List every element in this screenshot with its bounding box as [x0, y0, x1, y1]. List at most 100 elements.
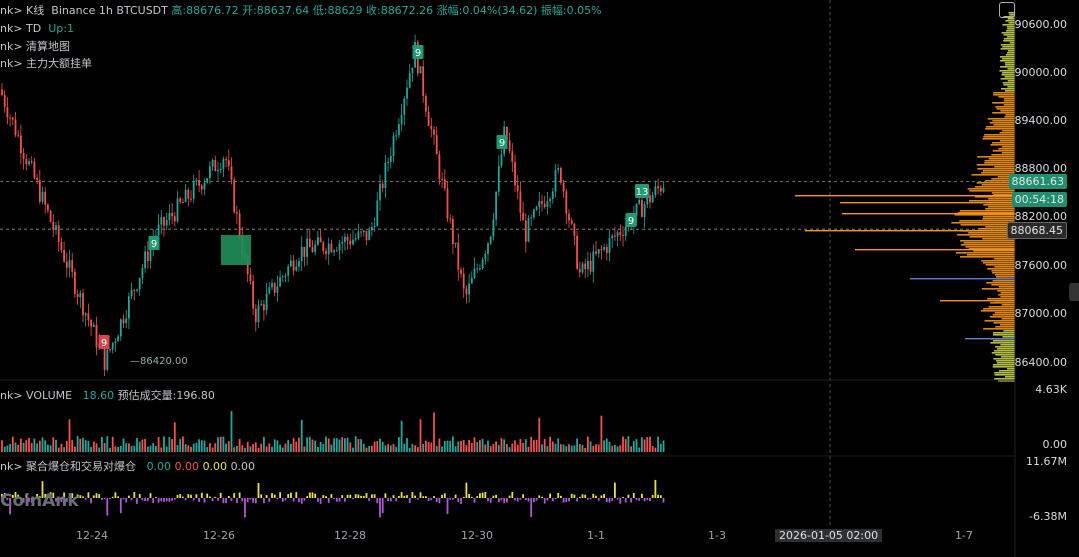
- volume-bar: [1, 440, 3, 452]
- volume-profile-bar: [1005, 64, 1015, 66]
- td-marker-box: [625, 213, 637, 227]
- liq-panel-header[interactable]: nk> 聚合爆仓和交易对爆仓 0.00 0.00 0.00 0.00: [0, 460, 255, 474]
- price-tick: 87600.00: [1014, 259, 1068, 272]
- candle-body: [114, 341, 117, 343]
- candle-body: [225, 159, 227, 161]
- candle-body: [365, 230, 368, 241]
- volume-profile-bar: [1000, 140, 1015, 142]
- candle-body: [406, 87, 408, 99]
- liquidation-bar: [141, 498, 144, 501]
- volume-profile-bar: [997, 290, 1015, 292]
- side-panel-toggle[interactable]: [1069, 283, 1079, 301]
- candle-body: [82, 293, 84, 316]
- candle-body: [489, 236, 492, 244]
- volume-axis-top: 4.63K: [1035, 383, 1067, 396]
- candle-body: [338, 243, 341, 251]
- candle-body: [479, 268, 481, 270]
- candle-body: [614, 235, 616, 237]
- volume-profile-bar: [982, 262, 1015, 264]
- liq-axis-top: 11.67M: [1026, 455, 1067, 468]
- volume-profile-bar: [1003, 330, 1015, 332]
- volume-bar: [497, 445, 500, 452]
- volume-bar: [452, 436, 454, 452]
- candle-body: [303, 246, 306, 257]
- liquidation-bar: [144, 498, 146, 502]
- indicator-liq-map[interactable]: nk> 清算地图: [0, 40, 71, 53]
- liquidation-bar: [311, 492, 314, 498]
- volume-profile-bar: [1004, 98, 1015, 100]
- liquidation-bar: [514, 498, 516, 501]
- volume-profile-bar: [1002, 82, 1015, 84]
- liquidation-bar: [392, 495, 395, 498]
- volume-panel-header[interactable]: nk> VOLUME 18.60 预估成交量:196.80: [0, 389, 215, 403]
- candle-body: [449, 218, 452, 220]
- volume-bar: [28, 437, 30, 452]
- volume-profile-bar: [976, 164, 1015, 166]
- candle-body: [662, 188, 665, 192]
- volume-profile-bar: [999, 370, 1015, 372]
- indicator-td[interactable]: nk> TD Up:1: [0, 22, 74, 36]
- candle-body: [422, 66, 425, 96]
- screenshot-icon[interactable]: [999, 2, 1015, 18]
- liquidation-bar: [176, 494, 179, 498]
- volume-profile-bar: [1001, 32, 1015, 34]
- time-tick: 12-26: [203, 529, 235, 542]
- volume-bar: [47, 444, 49, 452]
- candle-body: [14, 119, 17, 136]
- liquidation-bar: [146, 498, 149, 502]
- volume-bar: [543, 439, 546, 452]
- volume-bar: [398, 437, 400, 452]
- liquidation-bar: [576, 498, 578, 502]
- candle-body: [76, 294, 79, 298]
- volume-bar: [36, 443, 38, 452]
- candle-body: [403, 98, 406, 115]
- volume-profile-bar: [993, 332, 1015, 334]
- candle-body: [179, 198, 182, 202]
- liquidation-bar: [28, 498, 30, 502]
- liquidation-bar: [49, 492, 52, 498]
- liquidation-bar: [354, 494, 357, 498]
- liquidation-bar: [217, 498, 219, 501]
- volume-bar: [38, 440, 41, 452]
- volume-profile-bar: [1003, 40, 1015, 42]
- volume-profile-bar: [1002, 24, 1015, 26]
- volume-profile-bar: [1006, 368, 1015, 370]
- candle-body: [335, 250, 338, 252]
- header-open: 开:88637.64: [242, 4, 310, 17]
- indicator-large-orders[interactable]: nk> 主力大额挂单: [0, 57, 93, 70]
- liquidation-bar: [138, 494, 141, 498]
- liquidation-bar: [276, 498, 279, 500]
- volume-bar: [211, 447, 214, 452]
- liquidation-bar: [406, 495, 408, 498]
- liquidation-bar: [435, 498, 438, 502]
- liquidation-bar: [114, 492, 117, 498]
- volume-bar: [84, 440, 87, 452]
- volume-bar: [130, 445, 133, 452]
- volume-bar: [632, 441, 635, 452]
- liquidation-bar: [462, 496, 465, 498]
- volume-profile-bar: [1002, 336, 1015, 338]
- td-marker-label: 9: [101, 338, 107, 349]
- liquidation-bar: [565, 498, 568, 503]
- td-marker-box: [496, 135, 508, 149]
- volume-bar: [576, 438, 578, 452]
- liquidation-bar: [344, 498, 346, 502]
- volume-bar: [187, 445, 190, 452]
- liquidation-bar: [1, 494, 3, 498]
- liquidation-bar: [465, 482, 468, 498]
- line-price-tag: 88068.45: [1006, 222, 1067, 239]
- volume-profile-bar: [960, 240, 1015, 242]
- volume-bar: [587, 436, 589, 452]
- candle-body: [317, 237, 319, 245]
- candle-body: [165, 220, 168, 226]
- volume-bar: [425, 440, 427, 452]
- volume-profile-bar: [1005, 114, 1015, 116]
- time-tick: 12-28: [334, 529, 366, 542]
- volume-bar: [514, 440, 516, 452]
- candle-body: [519, 191, 522, 213]
- candle-body: [379, 183, 381, 201]
- liquidation-bar: [484, 492, 487, 498]
- price-tick: 86400.00: [1014, 356, 1068, 369]
- liquidation-bar: [457, 498, 460, 503]
